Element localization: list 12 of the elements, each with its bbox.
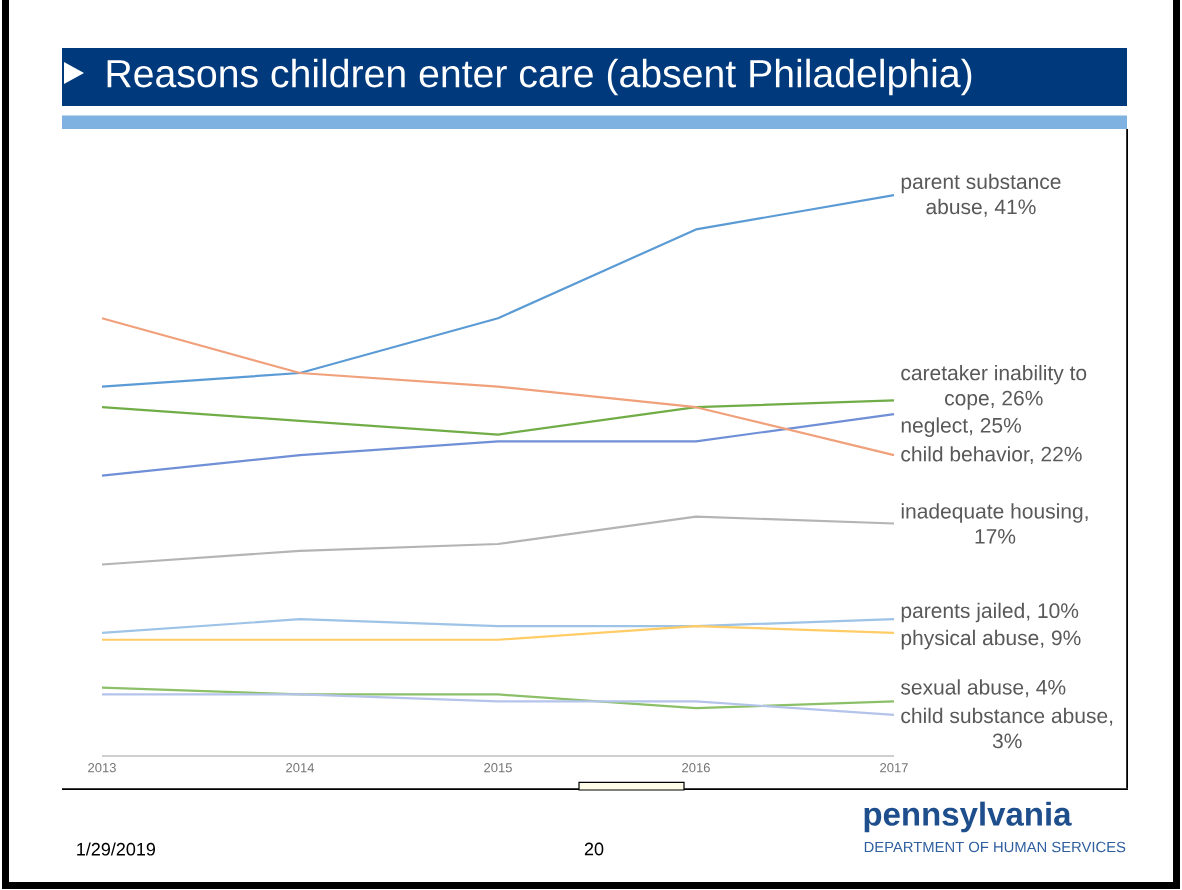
data-label: sexual abuse, 4% [901,679,1066,698]
chart-title: Reasons children enter care (absent Philadelphia) [107,58,972,96]
data-label: neglect, 25% [901,417,1022,437]
text: 20 [584,842,604,856]
data-label: parent substance abuse, 41% [901,173,1061,217]
data-label: child substance abuse, 3% [901,707,1113,749]
text: pennsylvania [864,801,1072,833]
text: 1/29/2019 [77,842,156,856]
data-label: child behavior, 22% [901,446,1082,465]
data-label: physical abuse, 9% [901,629,1081,650]
data-label: parents jailed, 10% [901,602,1079,623]
data-label: inadequate housing, 17% [901,503,1088,544]
